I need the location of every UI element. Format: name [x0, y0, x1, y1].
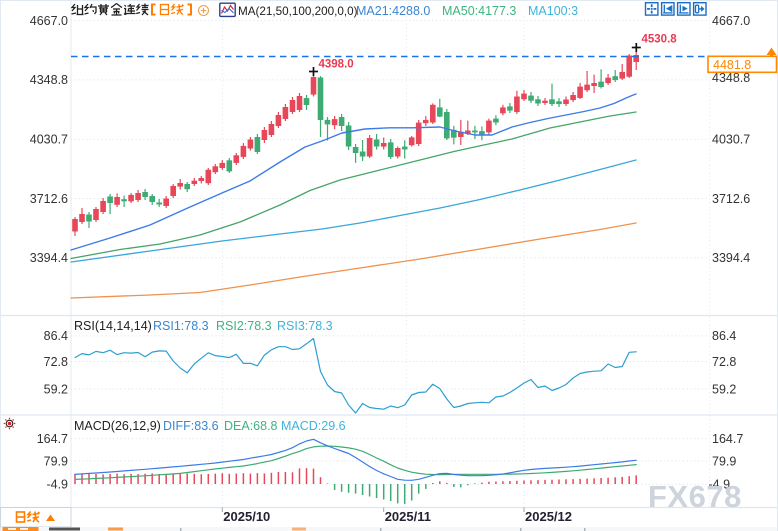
svg-text:86.4: 86.4 [44, 329, 68, 343]
svg-text:59.2: 59.2 [44, 382, 68, 396]
svg-text:4667.0: 4667.0 [30, 14, 68, 28]
svg-text:86.4: 86.4 [712, 329, 736, 343]
svg-text:RSI1:78.3: RSI1:78.3 [153, 319, 209, 333]
svg-text:72.8: 72.8 [44, 355, 68, 369]
svg-text:MA21:4288.0: MA21:4288.0 [356, 4, 430, 18]
svg-text:4481.8: 4481.8 [713, 58, 751, 72]
svg-text:4030.7: 4030.7 [30, 133, 68, 147]
svg-text:2025/12: 2025/12 [525, 509, 572, 524]
svg-text:RSI2:78.3: RSI2:78.3 [216, 319, 272, 333]
svg-text:79.9: 79.9 [712, 454, 736, 468]
svg-text:MA100:3: MA100:3 [528, 4, 578, 18]
svg-text:4398.0: 4398.0 [319, 59, 354, 71]
svg-text:DEA:68.8: DEA:68.8 [224, 419, 278, 433]
svg-text:3394.4: 3394.4 [30, 251, 68, 265]
svg-text:RSI3:78.3: RSI3:78.3 [277, 319, 333, 333]
svg-text:59.2: 59.2 [712, 382, 736, 396]
svg-text:MA50:4177.3: MA50:4177.3 [442, 4, 516, 18]
svg-text:4530.8: 4530.8 [642, 34, 678, 46]
svg-text:RSI(14,14,14): RSI(14,14,14) [74, 319, 152, 333]
svg-text:4348.8: 4348.8 [30, 73, 68, 87]
svg-text:MACD:29.6: MACD:29.6 [281, 419, 346, 433]
svg-text:DIFF:83.6: DIFF:83.6 [163, 419, 219, 433]
svg-text:3394.4: 3394.4 [712, 251, 750, 265]
svg-text:79.9: 79.9 [44, 454, 68, 468]
svg-text:2025/10: 2025/10 [223, 509, 270, 524]
svg-text:FX678: FX678 [648, 479, 742, 514]
svg-text:-4.9: -4.9 [709, 478, 731, 492]
svg-text:164.7: 164.7 [712, 432, 743, 446]
svg-text:4348.8: 4348.8 [712, 71, 750, 85]
svg-text:4667.0: 4667.0 [712, 14, 750, 28]
svg-text:72.8: 72.8 [712, 355, 736, 369]
svg-text:3712.6: 3712.6 [712, 192, 750, 206]
svg-text:4030.7: 4030.7 [712, 133, 750, 147]
svg-text:3712.6: 3712.6 [30, 192, 68, 206]
svg-text:MA(21,50,100,200,0,0): MA(21,50,100,200,0,0) [238, 5, 358, 18]
svg-text:164.7: 164.7 [37, 432, 68, 446]
svg-text:MACD(26,12,9): MACD(26,12,9) [74, 419, 161, 433]
svg-text:-4.9: -4.9 [46, 478, 68, 492]
svg-text:2025/11: 2025/11 [385, 509, 431, 524]
